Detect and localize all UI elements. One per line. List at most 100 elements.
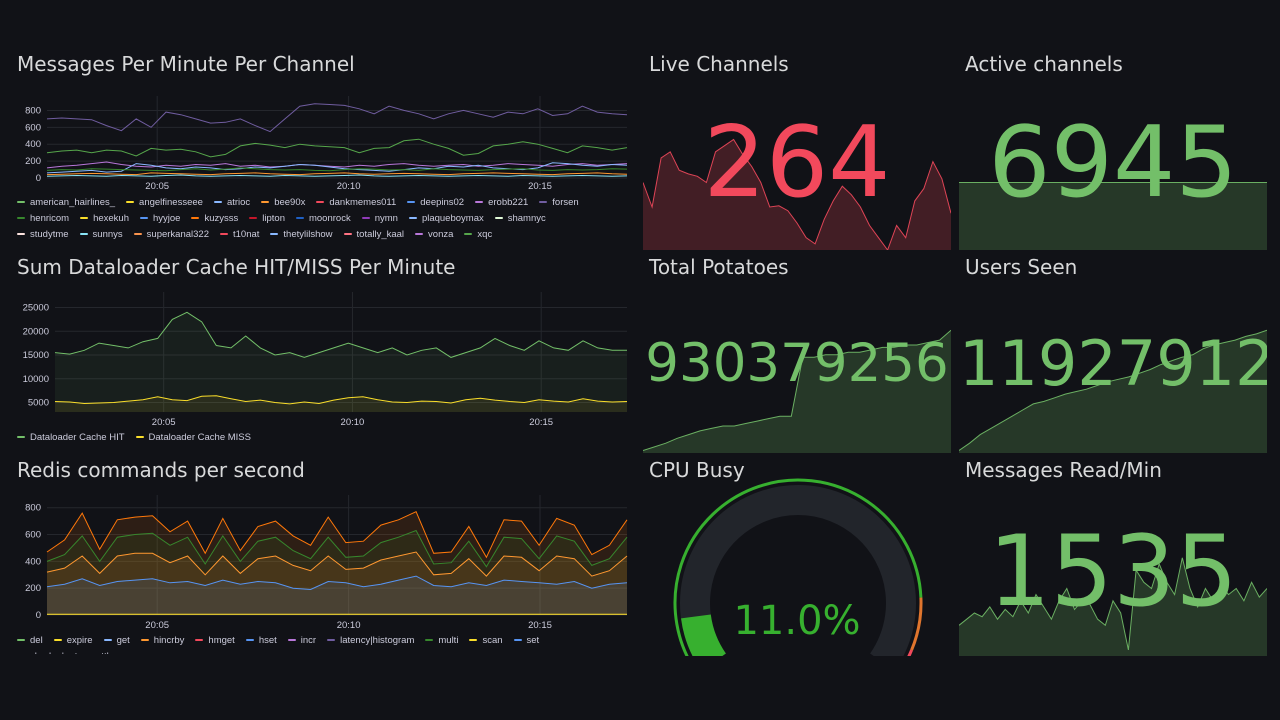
cpu-gauge bbox=[673, 478, 923, 656]
legend-item[interactable]: xqc bbox=[464, 227, 492, 243]
gauge-threshold-arc bbox=[910, 597, 923, 651]
legend-swatch bbox=[513, 639, 522, 642]
legend-item[interactable]: superkanal322 bbox=[133, 227, 209, 243]
stat-value: 11927912 bbox=[959, 327, 1267, 400]
legend-swatch bbox=[464, 233, 473, 236]
legend-item[interactable]: Dataloader Cache MISS bbox=[135, 430, 251, 446]
panel-users-seen: Users Seen 11927912 bbox=[959, 255, 1267, 453]
stat-value: 930379256 bbox=[645, 333, 949, 394]
legend-label: kuzysss bbox=[204, 213, 239, 224]
legend-item[interactable]: hincrby bbox=[140, 633, 184, 649]
legend-item[interactable]: del bbox=[17, 633, 43, 649]
legend-swatch bbox=[361, 217, 370, 220]
legend-label: angelfinesseee bbox=[139, 197, 203, 208]
series-line bbox=[46, 551, 628, 577]
dataloader-chart[interactable]: 25000 20000 15000 10000 5000 20:05 20:10 20:15 bbox=[17, 288, 631, 428]
sparkline-area bbox=[643, 139, 951, 250]
legend-item[interactable]: atrioc bbox=[213, 195, 250, 211]
legend-item[interactable]: angelfinesseee bbox=[126, 195, 203, 211]
legend-item[interactable]: latency|histogram bbox=[327, 633, 414, 649]
legend-item[interactable]: erobb221 bbox=[475, 195, 528, 211]
legend-item[interactable]: Dataloader Cache HIT bbox=[17, 430, 125, 446]
series-line bbox=[46, 511, 628, 559]
legend-label: plaqueboymax bbox=[421, 213, 484, 224]
legend-item[interactable]: hyyjoe bbox=[140, 211, 180, 227]
sparkline bbox=[959, 329, 1267, 453]
legend-label: dankmemes011 bbox=[329, 197, 397, 208]
legend-label: slowlog|get bbox=[30, 651, 77, 654]
legend-label: latency|histogram bbox=[340, 635, 415, 646]
legend-item[interactable]: forsen bbox=[539, 195, 579, 211]
legend-item[interactable]: vonza bbox=[415, 227, 453, 243]
legend-item[interactable]: thetylilshow bbox=[270, 227, 333, 243]
sparkline-area bbox=[643, 330, 951, 453]
legend-item[interactable]: t10nat bbox=[219, 227, 259, 243]
legend-item[interactable]: plaqueboymax bbox=[408, 211, 484, 227]
sparkline bbox=[959, 182, 1267, 250]
panel-dataloader-cache: Sum Dataloader Cache HIT/MISS Per Minute… bbox=[17, 255, 631, 451]
panel-live-channels: Live Channels 264 bbox=[643, 52, 951, 250]
legend-label: totally_kaal bbox=[356, 229, 405, 240]
redis-chart[interactable]: 800 600 400 200 0 20:05 20:10 20:15 bbox=[17, 491, 631, 631]
panel-title[interactable]: Redis commands per second bbox=[17, 458, 305, 482]
legend-label: sunnys bbox=[92, 229, 123, 240]
y-tick-label: 15000 bbox=[23, 350, 49, 361]
panel-title[interactable]: Messages Per Minute Per Channel bbox=[17, 52, 355, 76]
legend-swatch bbox=[494, 217, 503, 220]
sparkline-line bbox=[643, 138, 951, 250]
legend-item[interactable]: nymn bbox=[361, 211, 398, 227]
legend-item[interactable]: hexekuh bbox=[80, 211, 129, 227]
panel-title[interactable]: Messages Read/Min bbox=[965, 458, 1162, 482]
panel-title[interactable]: Total Potatoes bbox=[649, 255, 789, 279]
legend-swatch bbox=[17, 201, 25, 204]
legend-item[interactable]: shamnyc bbox=[494, 211, 546, 227]
series-line bbox=[46, 529, 628, 568]
legend-item[interactable]: slowlog|get bbox=[17, 649, 77, 654]
legend-item[interactable]: hmget bbox=[195, 633, 235, 649]
legend-swatch bbox=[425, 639, 434, 642]
legend-swatch bbox=[140, 217, 148, 220]
panel-title[interactable]: Active channels bbox=[965, 52, 1123, 76]
legend-item[interactable]: dankmemes011 bbox=[316, 195, 396, 211]
legend-item[interactable]: american_hairlines_ bbox=[17, 195, 115, 211]
panel-title[interactable]: Sum Dataloader Cache HIT/MISS Per Minute bbox=[17, 255, 456, 279]
legend-swatch bbox=[219, 233, 228, 236]
panel-redis-commands: Redis commands per second 800 600 400 200 0 2… bbox=[17, 458, 631, 654]
legend-item[interactable]: sunnys bbox=[79, 227, 123, 243]
legend-item[interactable]: studytme bbox=[17, 227, 69, 243]
panel-title[interactable]: CPU Busy bbox=[649, 458, 745, 482]
legend-swatch bbox=[17, 217, 25, 220]
legend-item[interactable]: set bbox=[513, 633, 539, 649]
y-tick-label: 200 bbox=[25, 156, 41, 167]
legend-item[interactable]: totally_kaal bbox=[343, 227, 405, 243]
legend-item[interactable]: ttl bbox=[88, 649, 108, 654]
panel-title[interactable]: Users Seen bbox=[965, 255, 1078, 279]
panel-cpu-busy: CPU Busy 11.0% bbox=[643, 458, 951, 656]
legend-swatch bbox=[80, 217, 89, 220]
legend-item[interactable]: scan bbox=[469, 633, 503, 649]
panel-title[interactable]: Live Channels bbox=[649, 52, 789, 76]
x-tick-label: 20:10 bbox=[337, 620, 361, 631]
legend-item[interactable]: bee90x bbox=[261, 195, 305, 211]
legend-item[interactable]: get bbox=[103, 633, 130, 649]
legend-swatch bbox=[408, 217, 417, 220]
legend-label: superkanal322 bbox=[146, 229, 209, 240]
legend-swatch bbox=[17, 639, 25, 642]
legend-item[interactable]: moonrock bbox=[295, 211, 351, 227]
panel-active-channels: Active channels 6945 bbox=[959, 52, 1267, 250]
legend-item[interactable]: kuzysss bbox=[191, 211, 238, 227]
x-tick-label: 20:15 bbox=[528, 181, 552, 192]
legend-item[interactable]: deepins02 bbox=[407, 195, 464, 211]
legend-item[interactable]: expire bbox=[53, 633, 93, 649]
messages-per-minute-chart[interactable]: 800 600 400 200 0 20:05 20:10 20:15 bbox=[17, 94, 631, 234]
legend-label: hyyjoe bbox=[153, 213, 181, 224]
legend-item[interactable]: henricom bbox=[17, 211, 69, 227]
legend-item[interactable]: lipton bbox=[249, 211, 285, 227]
sparkline-area bbox=[959, 330, 1267, 453]
legend-item[interactable]: incr bbox=[287, 633, 316, 649]
x-tick-label: 20:15 bbox=[528, 620, 552, 631]
legend-item[interactable]: multi bbox=[425, 633, 458, 649]
legend-item[interactable]: hset bbox=[245, 633, 277, 649]
series-line bbox=[46, 575, 628, 591]
legend-label: lipton bbox=[262, 213, 285, 224]
